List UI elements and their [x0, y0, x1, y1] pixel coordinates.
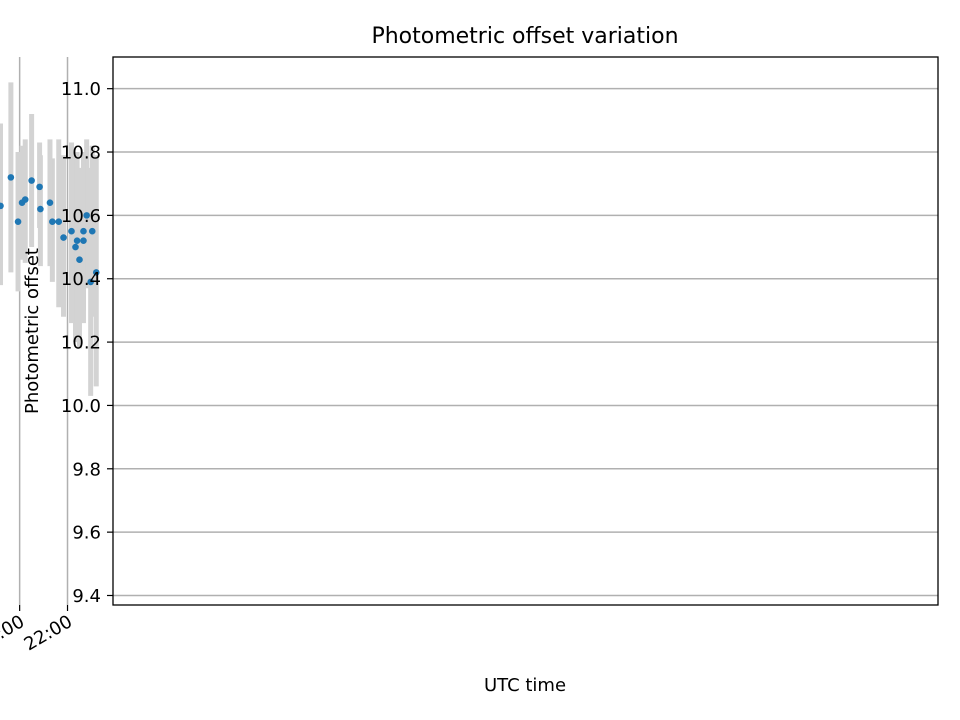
y-tick-label: 9.4	[72, 586, 101, 607]
data-point	[83, 212, 90, 219]
data-point	[36, 183, 43, 191]
data-point	[80, 237, 87, 245]
data-point	[46, 199, 54, 207]
data-point	[87, 278, 94, 286]
data-point	[18, 199, 26, 207]
data-point	[37, 205, 44, 213]
data-point	[73, 237, 81, 245]
data-points	[0, 174, 100, 286]
chart-title: Photometric offset variation	[371, 24, 678, 49]
x-axis-title: UTC time	[484, 675, 566, 696]
plot-frame	[112, 56, 939, 606]
data-point	[49, 218, 56, 226]
y-tick-label: 9.8	[72, 459, 101, 480]
y-tick-label: 11.0	[61, 79, 101, 100]
y-axis-title: Photometric offset	[22, 248, 43, 414]
data-point	[14, 218, 22, 226]
data-point	[7, 174, 15, 181]
y-tick-label: 10.6	[61, 206, 101, 227]
data-point	[60, 234, 67, 241]
data-point	[92, 269, 100, 276]
y-tick-label: 10.8	[61, 143, 101, 164]
data-point	[76, 256, 83, 264]
data-point	[68, 227, 75, 235]
data-point	[80, 227, 87, 235]
data-point	[28, 177, 35, 184]
y-tick-label: 10.4	[61, 269, 101, 290]
y-tick-label: 10.2	[61, 333, 101, 354]
y-tick-label: 9.6	[72, 523, 101, 544]
data-point	[88, 227, 96, 235]
data-point	[0, 202, 4, 210]
y-tick-label: 10.0	[61, 396, 101, 417]
data-point	[72, 243, 79, 251]
data-point	[55, 218, 63, 226]
